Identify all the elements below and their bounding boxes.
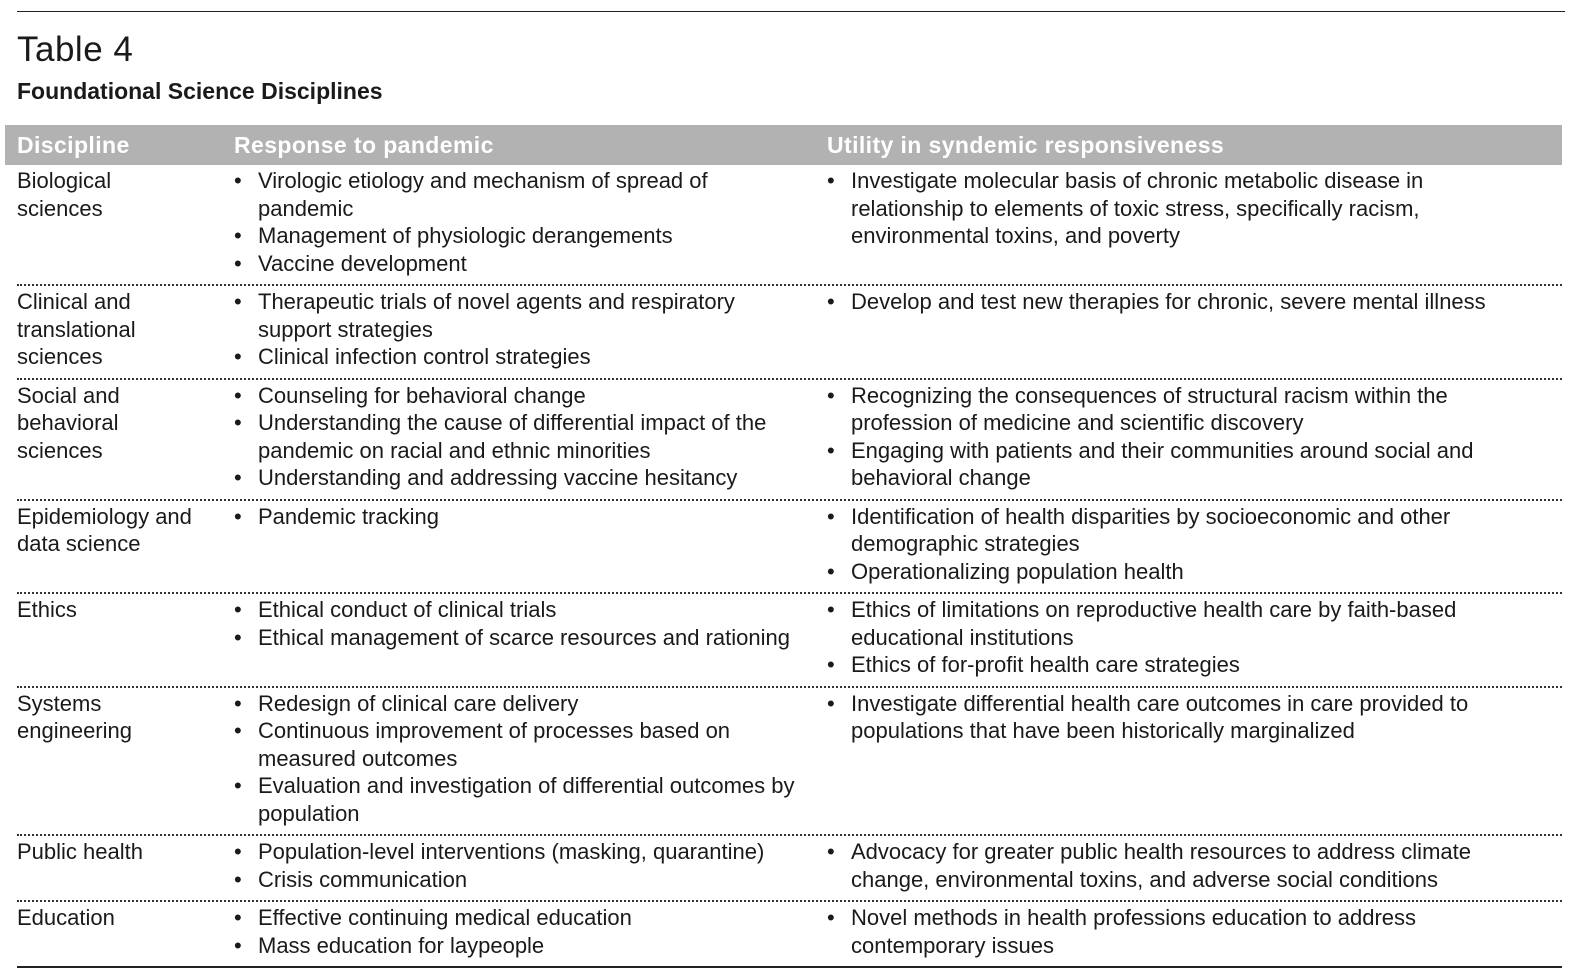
table-row: Biological sciences Virologic etiology an… [17, 165, 1562, 286]
bullet-item: Identification of health disparities by … [827, 503, 1536, 558]
top-rule [17, 11, 1565, 12]
discipline-cell: Systems engineering [17, 690, 132, 744]
discipline-cell: Epidemiology and data science [17, 503, 192, 557]
table-subtitle: Foundational Science Disciplines [17, 78, 383, 104]
utility-cell: Recognizing the consequences of structur… [827, 382, 1562, 492]
bullet-item: Management of physiologic derangements [234, 222, 798, 250]
bullet-item: Understanding and addressing vaccine hes… [234, 464, 798, 492]
bullet-list: Virologic etiology and mechanism of spre… [234, 167, 798, 277]
bullet-item: Ethics of for-profit health care strateg… [827, 651, 1536, 679]
bullet-list: Pandemic tracking [234, 503, 798, 531]
discipline-cell: Social and behavioral sciences [17, 382, 120, 463]
bullet-list: Therapeutic trials of novel agents and r… [234, 288, 798, 371]
discipline-cell: Ethics [17, 597, 77, 622]
bullet-list: Effective continuing medical educationMa… [234, 904, 798, 959]
bullet-list: Counseling for behavioral changeUndersta… [234, 382, 798, 492]
bullet-list: Recognizing the consequences of structur… [827, 382, 1536, 492]
utility-cell: Advocacy for greater public health resou… [827, 838, 1562, 893]
bullet-item: Counseling for behavioral change [234, 382, 798, 410]
discipline-cell: Biological sciences [17, 168, 112, 221]
utility-cell: Investigate molecular basis of chronic m… [827, 167, 1562, 277]
bullet-item: Understanding the cause of differential … [234, 409, 798, 464]
bullet-item: Recognizing the consequences of structur… [827, 382, 1536, 437]
response-cell: Effective continuing medical educationMa… [234, 904, 827, 959]
bullet-item: Ethical management of scarce resources a… [234, 624, 798, 652]
table-row: Systems engineering Redesign of clinical … [17, 688, 1562, 836]
table-row: Public health Population-level interventi… [17, 836, 1562, 902]
response-cell: Counseling for behavioral changeUndersta… [234, 382, 827, 492]
bullet-item: Vaccine development [234, 250, 798, 278]
column-header: Response to pandemic [234, 131, 494, 158]
bullet-list: Advocacy for greater public health resou… [827, 838, 1536, 893]
utility-cell: Novel methods in health professions educ… [827, 904, 1562, 959]
table-row: Ethics Ethical conduct of clinical trials… [17, 594, 1562, 688]
bullet-item: Redesign of clinical care delivery [234, 690, 798, 718]
table: Discipline Response to pandemic Utility … [5, 125, 1562, 968]
bullet-item: Ethics of limitations on reproductive he… [827, 596, 1536, 651]
bullet-list: Novel methods in health professions educ… [827, 904, 1536, 959]
bullet-item: Engaging with patients and their communi… [827, 437, 1536, 492]
bullet-item: Mass education for laypeople [234, 932, 798, 960]
bullet-item: Population-level interventions (masking,… [234, 838, 798, 866]
bullet-list: Develop and test new therapies for chron… [827, 288, 1536, 316]
discipline-cell: Clinical and translational sciences [17, 289, 136, 369]
response-cell: Virologic etiology and mechanism of spre… [234, 167, 827, 277]
response-cell: Redesign of clinical care deliveryContin… [234, 690, 827, 828]
table-row: Epidemiology and data science Pandemic tr… [17, 501, 1562, 594]
response-cell: Pandemic tracking [234, 503, 827, 586]
bullet-item: Effective continuing medical education [234, 904, 798, 932]
bullet-item: Advocacy for greater public health resou… [827, 838, 1536, 893]
bullet-item: Continuous improvement of processes base… [234, 717, 798, 772]
bullet-list: Ethical conduct of clinical trialsEthica… [234, 596, 798, 651]
bullet-item: Investigate molecular basis of chronic m… [827, 167, 1536, 250]
response-cell: Population-level interventions (masking,… [234, 838, 827, 893]
table-title: Table 4 [17, 30, 134, 69]
bullet-list: Ethics of limitations on reproductive he… [827, 596, 1536, 679]
bullet-list: Population-level interventions (masking,… [234, 838, 798, 893]
bullet-list: Investigate molecular basis of chronic m… [827, 167, 1536, 250]
bullet-item: Therapeutic trials of novel agents and r… [234, 288, 798, 343]
header-row: Discipline Response to pandemic Utility … [5, 125, 1562, 165]
bullet-item: Crisis communication [234, 866, 798, 894]
discipline-cell: Education [17, 905, 115, 930]
bullet-list: Identification of health disparities by … [827, 503, 1536, 586]
column-header: Utility in syndemic responsiveness [827, 131, 1225, 158]
response-cell: Therapeutic trials of novel agents and r… [234, 288, 827, 371]
table-row: Social and behavioral sciences Counseling… [17, 380, 1562, 501]
utility-cell: Develop and test new therapies for chron… [827, 288, 1562, 371]
bullet-item: Evaluation and investigation of differen… [234, 772, 798, 827]
utility-cell: Ethics of limitations on reproductive he… [827, 596, 1562, 679]
bullet-list: Investigate differential health care out… [827, 690, 1536, 745]
table-row: Education Effective continuing medical ed… [17, 902, 1562, 968]
response-cell: Ethical conduct of clinical trialsEthica… [234, 596, 827, 679]
bullet-item: Pandemic tracking [234, 503, 798, 531]
bullet-list: Redesign of clinical care deliveryContin… [234, 690, 798, 828]
bullet-item: Ethical conduct of clinical trials [234, 596, 798, 624]
table-row: Clinical and translational sciences Thera… [17, 286, 1562, 380]
bullet-item: Investigate differential health care out… [827, 690, 1536, 745]
discipline-cell: Public health [17, 839, 143, 864]
column-header: Discipline [17, 131, 130, 158]
utility-cell: Investigate differential health care out… [827, 690, 1562, 828]
bullet-item: Clinical infection control strategies [234, 343, 798, 371]
bullet-item: Novel methods in health professions educ… [827, 904, 1536, 959]
bullet-item: Virologic etiology and mechanism of spre… [234, 167, 798, 222]
bullet-item: Develop and test new therapies for chron… [827, 288, 1536, 316]
bullet-item: Operationalizing population health [827, 558, 1536, 586]
utility-cell: Identification of health disparities by … [827, 503, 1562, 586]
